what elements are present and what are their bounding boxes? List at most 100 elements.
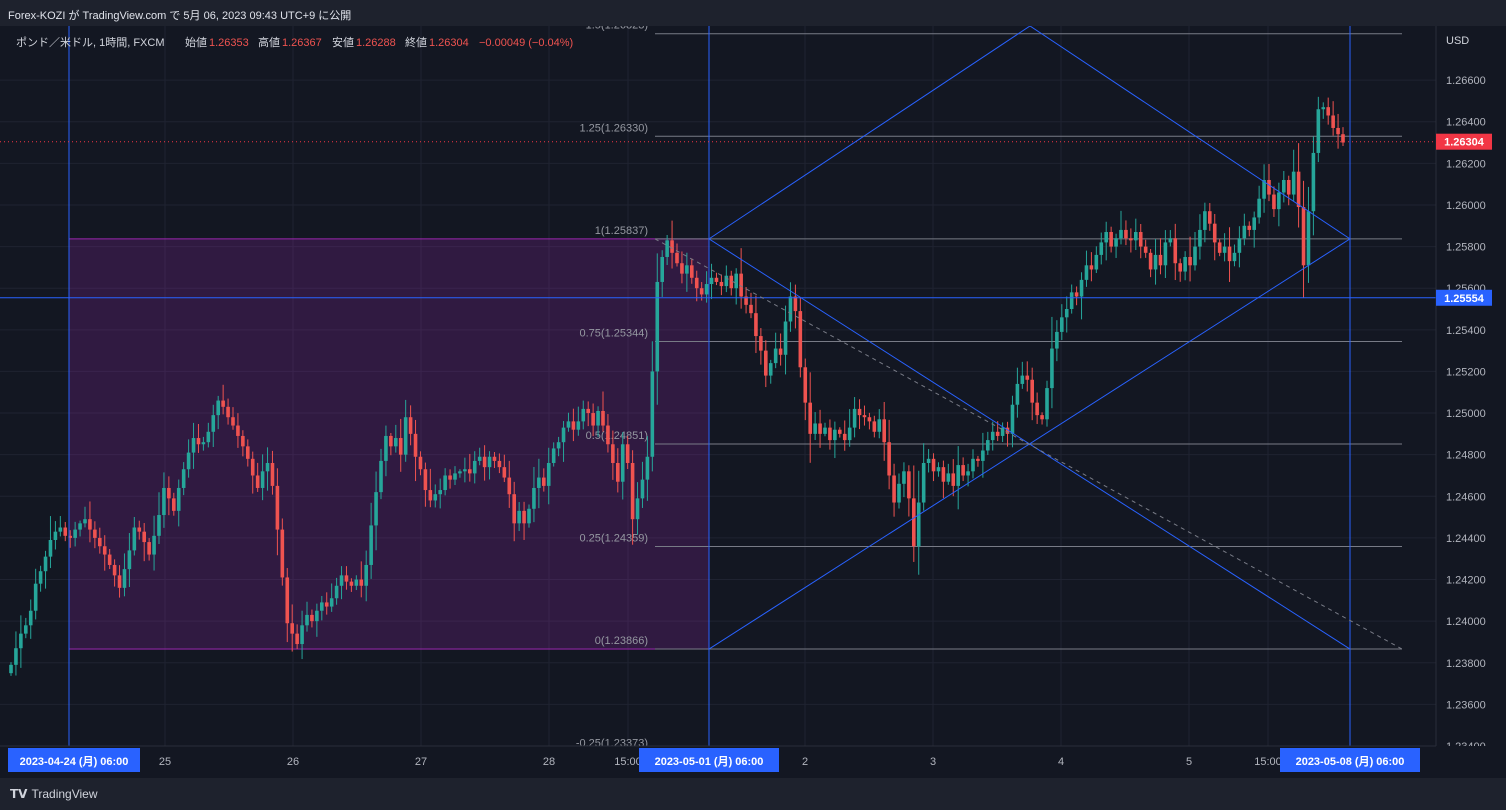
- candle-body: [364, 564, 368, 586]
- candle-body: [897, 483, 901, 503]
- candle-body: [1212, 223, 1217, 243]
- trend-guides: [0, 25, 1436, 746]
- candle-body: [704, 284, 709, 295]
- candle-body: [369, 525, 373, 565]
- candle-body: [344, 575, 349, 582]
- candle-body: [680, 263, 684, 274]
- candle-body: [630, 462, 635, 520]
- price-label-box: [1436, 133, 1492, 150]
- candle-body: [310, 614, 314, 622]
- candle-body: [463, 469, 467, 472]
- time-axis[interactable]: 25 26 27 28 15:00 2 3 4 5 15:00 2023-04-24 (月) 06:…: [0, 745, 1506, 778]
- candle-body: [1208, 211, 1212, 224]
- purple-range-zone: [68, 238, 710, 650]
- time-highlight-box: [1280, 748, 1420, 772]
- candle-body: [916, 502, 921, 547]
- time-highlight-box: [8, 748, 140, 772]
- candle-body: [295, 633, 299, 645]
- candle-body: [773, 348, 778, 364]
- price-tick: 1.24800: [1446, 450, 1486, 462]
- candle-body: [1272, 194, 1276, 210]
- candle-body: [1296, 171, 1301, 208]
- fib-label: 0.75(1.25344): [580, 327, 649, 339]
- candle-body: [93, 529, 97, 538]
- candle-body: [1198, 229, 1202, 247]
- candle-body: [1055, 331, 1059, 349]
- candle-body: [1341, 134, 1345, 143]
- candle-body: [1326, 107, 1330, 116]
- price-tick: 1.24000: [1446, 616, 1486, 628]
- candle-body: [418, 456, 423, 470]
- candle-body: [650, 371, 655, 457]
- candle-body: [546, 462, 551, 486]
- candle-body: [206, 431, 211, 443]
- candle-body: [507, 477, 512, 495]
- candle-body: [1153, 254, 1158, 270]
- candle-body: [1301, 207, 1306, 266]
- fib-label: 1.5(1.26823): [586, 26, 648, 32]
- candle-body: [33, 583, 38, 611]
- candle-body: [305, 614, 309, 626]
- candle-body: [458, 471, 462, 474]
- candle-body: [24, 625, 28, 634]
- candle-body: [1282, 179, 1286, 193]
- candle-body: [912, 498, 916, 547]
- candle-body: [699, 288, 704, 295]
- time-tick: 15:00: [614, 756, 642, 768]
- candle-body: [226, 406, 230, 418]
- candle-body: [1074, 292, 1079, 297]
- candle-body: [157, 515, 161, 536]
- tradingview-logo[interactable]: 𝗧𝗩 TradingView: [10, 787, 98, 801]
- candle-body: [472, 460, 477, 474]
- candle-body: [754, 313, 758, 337]
- candle-body: [443, 475, 447, 491]
- candle-body: [842, 433, 847, 441]
- candle-body: [408, 417, 413, 434]
- candle-body: [1020, 375, 1025, 384]
- candlestick-chart[interactable]: 1.5(1.26823) 1.25(1.26330) 1(1.25837) 0.75(…: [0, 20, 1506, 778]
- candle-body: [537, 477, 541, 488]
- candle-body: [176, 487, 181, 511]
- candle-body: [324, 602, 329, 607]
- candle-body: [58, 527, 63, 532]
- candle-body: [620, 444, 625, 482]
- candle-body: [976, 458, 980, 461]
- chart-area[interactable]: 1.5(1.26823) 1.25(1.26330) 1(1.25837) 0.75(…: [0, 20, 1506, 778]
- candle-body: [78, 523, 82, 530]
- candle-body: [1331, 115, 1335, 128]
- candle-body: [1262, 179, 1266, 199]
- candle-body: [260, 471, 265, 488]
- candle-body: [714, 277, 719, 282]
- candle-body: [122, 569, 127, 588]
- candle-body: [19, 633, 23, 649]
- price-axis[interactable]: USD 1.234001.236001.238001.240001.242001…: [1435, 26, 1492, 753]
- candle-body: [112, 564, 117, 576]
- candle-body: [1089, 265, 1094, 270]
- candle-body: [1188, 256, 1192, 266]
- price-tick: 1.25800: [1446, 242, 1486, 254]
- candle-body: [1277, 192, 1281, 210]
- candle-body: [63, 527, 68, 536]
- fib-label: 0.5(1.24851): [586, 430, 648, 442]
- candle-body: [1143, 246, 1148, 253]
- candle-body: [1035, 402, 1039, 416]
- candle-body: [38, 571, 43, 584]
- candle-body: [1252, 217, 1256, 230]
- candle-body: [127, 550, 132, 570]
- candle-body: [433, 494, 438, 501]
- candle-body: [1119, 229, 1123, 239]
- candle-body: [990, 431, 995, 441]
- candle-body: [675, 252, 679, 264]
- candle-body: [1316, 109, 1321, 153]
- candle-body: [300, 625, 304, 645]
- candle-body: [1134, 232, 1138, 241]
- candle-body: [487, 456, 492, 468]
- price-tick: 1.26400: [1446, 117, 1486, 129]
- candle-body: [246, 446, 250, 459]
- time-highlight-label: 2023-05-08 (月) 06:00: [1296, 755, 1405, 768]
- candle-body: [413, 433, 418, 457]
- candle-body: [576, 421, 581, 430]
- candle-body: [438, 490, 442, 495]
- candle-body: [522, 510, 526, 524]
- candle-body: [1099, 242, 1104, 255]
